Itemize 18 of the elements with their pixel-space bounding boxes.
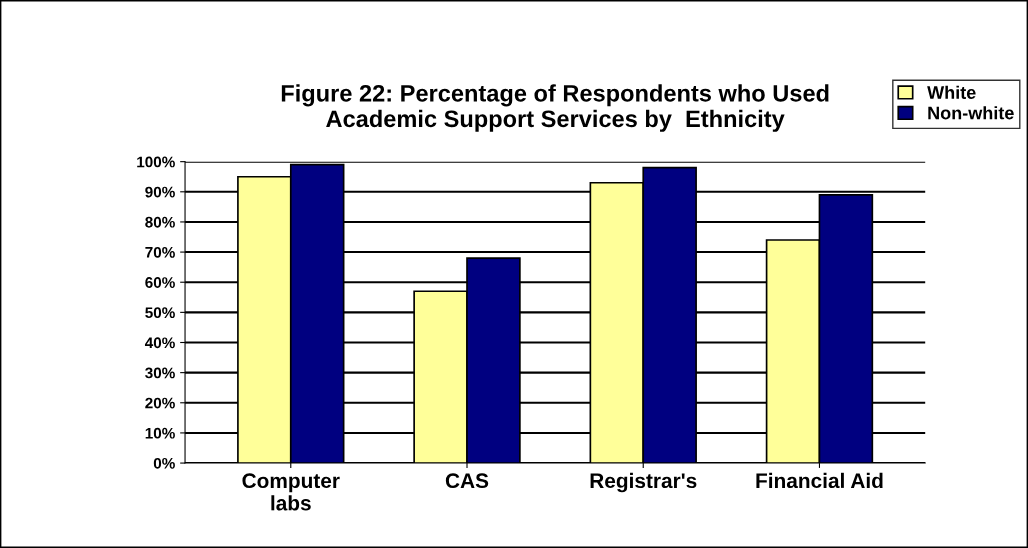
y-tick-label: 100% <box>137 156 175 168</box>
legend-label: White <box>927 85 976 99</box>
x-tick-label: Registrar's <box>590 472 697 493</box>
y-tick-label: 90% <box>145 186 175 198</box>
y-tick-label: 20% <box>145 397 175 409</box>
y-tick-label: 30% <box>145 367 175 379</box>
y-tick-label: 10% <box>145 427 175 439</box>
y-tick-label: 50% <box>145 307 175 319</box>
x-tick-label: CAS <box>445 473 489 489</box>
x-tick-label: Computer labs <box>242 473 340 511</box>
chart-title: Figure 22: Percentage of Respondents who Used Academic Support Services by Ethnicity <box>281 84 829 132</box>
x-tick-label: Financial Aid <box>756 472 883 489</box>
y-tick-label: 80% <box>145 216 175 228</box>
y-tick-label: 0% <box>153 457 175 469</box>
y-tick-label: 40% <box>144 337 175 349</box>
legend-label: Non-white <box>928 106 1014 120</box>
y-tick-label: 60% <box>145 277 175 288</box>
y-tick-label: 70% <box>145 246 175 258</box>
